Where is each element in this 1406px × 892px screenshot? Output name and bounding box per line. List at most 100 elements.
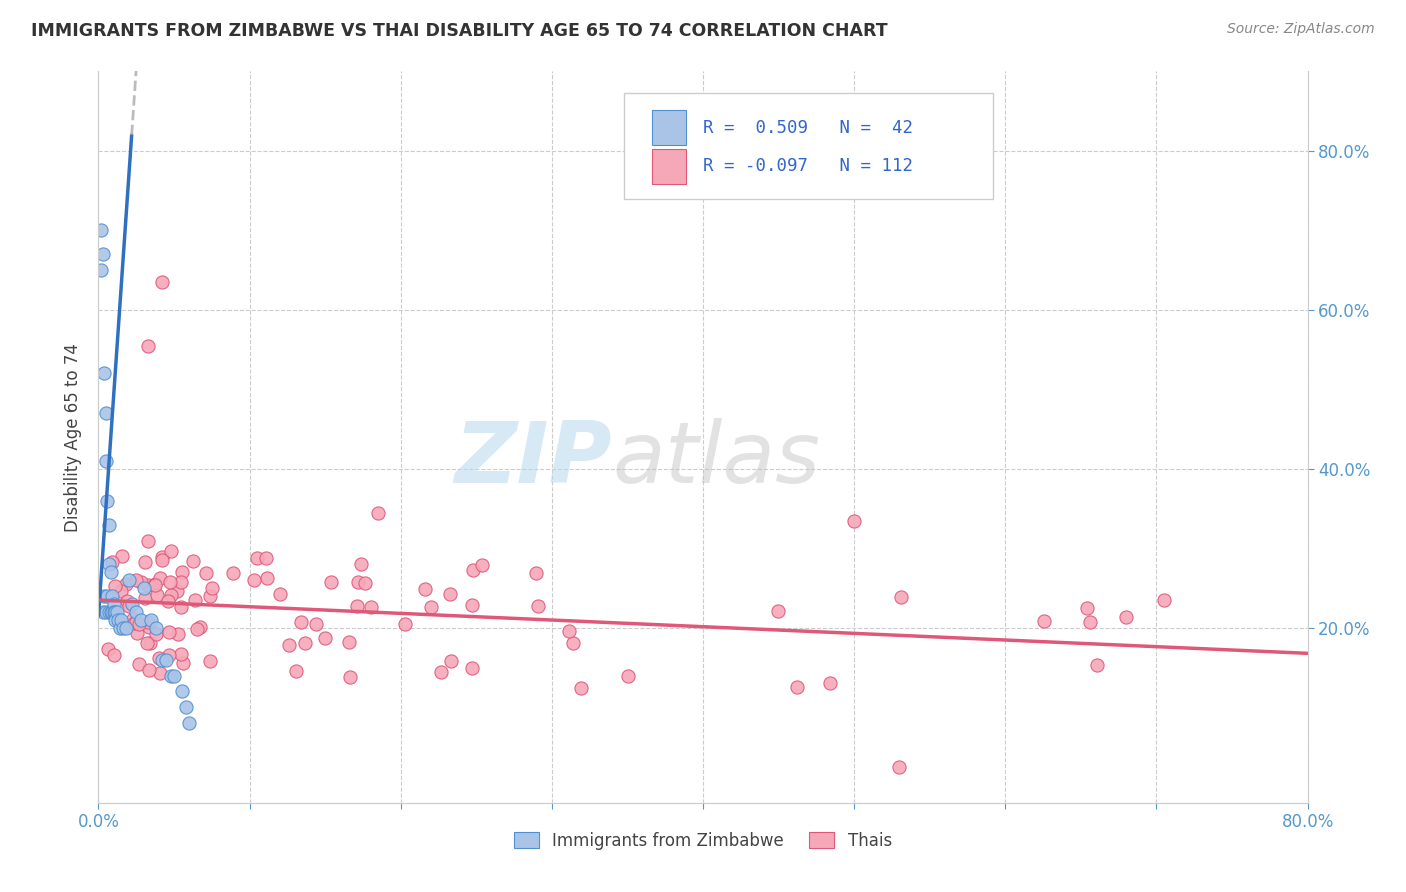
Point [114,621,136,635]
Point [461,661,484,675]
Point [138,534,160,549]
Point [141,613,163,627]
Point [184,593,207,607]
Point [243,573,266,587]
Point [125,625,148,640]
Point [96,589,118,603]
Point [143,578,166,592]
Point [527,599,550,614]
Point [337,635,360,649]
Point [136,338,159,352]
Point [179,716,201,731]
Point [157,625,180,640]
Point [167,627,190,641]
Point [107,613,129,627]
Point [150,275,173,289]
Point [186,622,208,636]
FancyBboxPatch shape [652,149,686,184]
Point [1153,593,1175,607]
Point [150,550,173,565]
Point [1076,601,1098,615]
Point [160,588,183,602]
Point [347,574,370,589]
Point [100,605,122,619]
Point [890,590,912,604]
Point [90,263,112,277]
Point [138,620,160,634]
Point [98,517,121,532]
Point [98,605,121,619]
FancyBboxPatch shape [652,110,686,145]
Point [90,223,112,237]
Point [1085,658,1108,673]
Point [394,617,416,632]
Point [150,653,173,667]
Point [149,666,172,681]
Point [105,605,128,619]
Point [94,605,117,619]
Point [146,589,169,603]
Point [160,668,183,682]
Point [115,576,138,591]
Text: R =  0.509   N =  42: R = 0.509 N = 42 [703,119,912,136]
Point [139,635,162,649]
Point [166,584,188,599]
Point [91,247,114,261]
Point [121,597,143,611]
Point [136,578,159,592]
Point [172,656,194,670]
Point [122,615,145,630]
Point [125,605,148,619]
Point [103,605,125,619]
Legend: Immigrants from Zimbabwe, Thais: Immigrants from Zimbabwe, Thais [508,825,898,856]
Point [125,574,148,588]
Point [201,581,224,595]
Point [246,551,269,566]
Point [149,571,172,585]
Point [314,631,336,645]
Text: R = -0.097   N = 112: R = -0.097 N = 112 [703,158,912,176]
Point [101,589,124,603]
Point [170,566,193,580]
Point [94,406,117,420]
Point [360,600,382,615]
Point [413,582,436,597]
Point [98,558,121,572]
Point [132,581,155,595]
Point [138,615,160,629]
Point [439,587,461,601]
Point [269,587,291,601]
Text: IMMIGRANTS FROM ZIMBABWE VS THAI DISABILITY AGE 65 TO 74 CORRELATION CHART: IMMIGRANTS FROM ZIMBABWE VS THAI DISABIL… [31,22,887,40]
Point [100,555,122,569]
Point [353,576,375,591]
Point [93,367,115,381]
Point [198,654,221,668]
Point [100,566,122,580]
Point [174,700,197,714]
Point [222,566,245,581]
Point [103,648,125,662]
Point [1115,610,1137,624]
Point [188,620,211,634]
Point [256,571,278,585]
Point [143,577,166,591]
Point [128,657,150,672]
Point [254,551,277,566]
Point [136,636,159,650]
Point [319,575,342,590]
Point [125,615,148,629]
Point [844,514,866,528]
Point [194,566,217,580]
Point [163,668,186,682]
Point [569,681,592,695]
Point [1033,615,1056,629]
Point [157,648,180,662]
Point [145,621,167,635]
Point [160,543,183,558]
Point [524,566,547,580]
Point [562,636,585,650]
Point [110,583,132,598]
Point [557,624,579,639]
Point [181,554,204,568]
Point [294,636,316,650]
